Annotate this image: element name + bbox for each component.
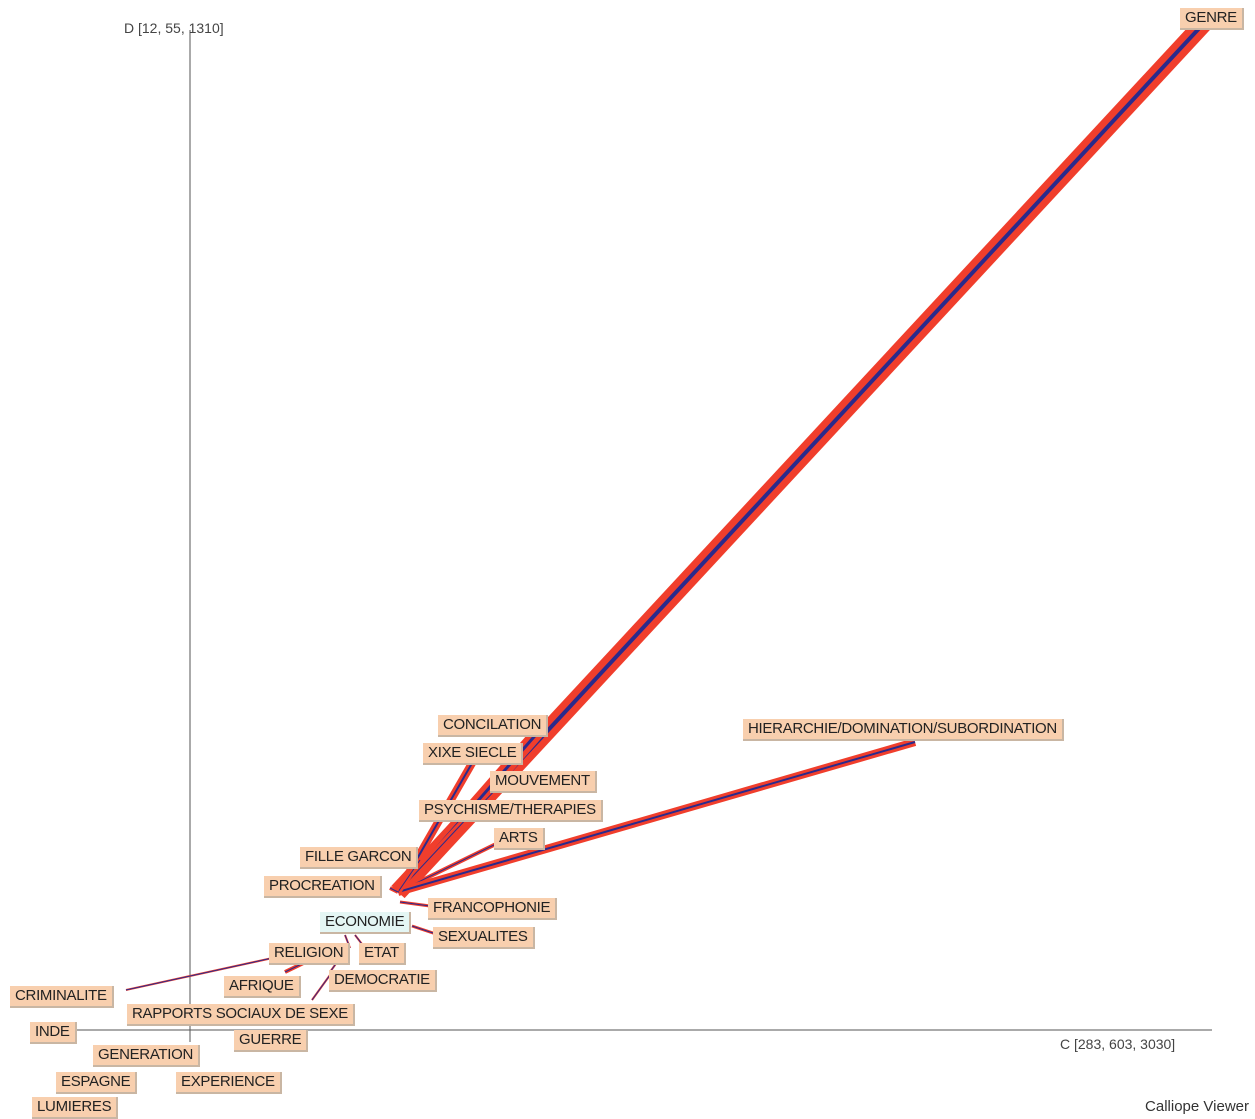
node-hierarchie[interactable]: HIERARCHIE/DOMINATION/SUBORDINATION (743, 719, 1064, 741)
node-xixe-siecle[interactable]: XIXE SIECLE (423, 743, 524, 765)
y-axis-label: D [12, 55, 1310] (124, 20, 224, 36)
links-layer (125, 15, 1212, 1001)
node-afrique[interactable]: AFRIQUE (224, 976, 301, 998)
node-mouvement[interactable]: MOUVEMENT (490, 771, 597, 793)
link-core-hierarchie (397, 741, 916, 893)
node-genre[interactable]: GENRE (1180, 8, 1244, 30)
link-core-rapports (311, 974, 331, 1001)
node-rapports-sociaux[interactable]: RAPPORTS SOCIAUX DE SEXE (127, 1004, 355, 1026)
node-guerre[interactable]: GUERRE (234, 1030, 309, 1052)
node-inde[interactable]: INDE (30, 1022, 77, 1044)
footer-label: Calliope Viewer (1145, 1098, 1249, 1115)
node-francophonie[interactable]: FRANCOPHONIE (428, 898, 558, 920)
node-center-economie[interactable]: ECONOMIE (320, 912, 412, 934)
node-lumieres[interactable]: LUMIERES (32, 1097, 119, 1119)
node-conciliation[interactable]: CONCILATION (438, 715, 549, 737)
x-axis-label: C [283, 603, 3030] (1060, 1036, 1176, 1052)
node-experience[interactable]: EXPERIENCE (176, 1072, 282, 1094)
node-religion[interactable]: RELIGION (269, 943, 351, 965)
link-core-procreation (389, 887, 399, 893)
node-psychisme-therapies[interactable]: PSYCHISME/THERAPIES (419, 800, 603, 822)
axes (70, 30, 1212, 1042)
node-etat[interactable]: ETAT (359, 943, 406, 965)
node-democratie[interactable]: DEMOCRATIE (329, 970, 437, 992)
node-criminalite[interactable]: CRIMINALITE (10, 986, 114, 1008)
node-fille-garcon[interactable]: FILLE GARCON (300, 847, 419, 869)
node-sexualites[interactable]: SEXUALITES (433, 927, 535, 949)
node-arts[interactable]: ARTS (494, 828, 545, 850)
node-espagne[interactable]: ESPAGNE (56, 1072, 138, 1094)
node-generation[interactable]: GENERATION (93, 1045, 201, 1067)
link-core-francophonie (399, 901, 431, 907)
link-core-sexualites (411, 925, 437, 935)
node-procreation[interactable]: PROCREATION (264, 876, 382, 898)
